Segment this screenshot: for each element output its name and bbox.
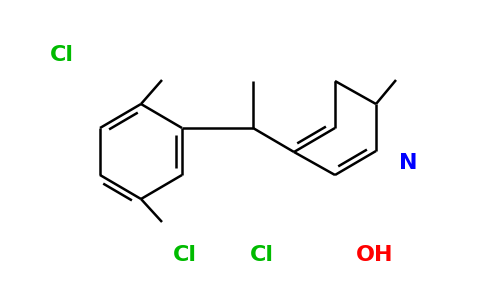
Text: Cl: Cl: [50, 45, 74, 65]
Text: Cl: Cl: [250, 245, 274, 265]
Text: Cl: Cl: [173, 245, 197, 265]
Text: OH: OH: [356, 245, 394, 265]
Text: N: N: [399, 153, 417, 173]
